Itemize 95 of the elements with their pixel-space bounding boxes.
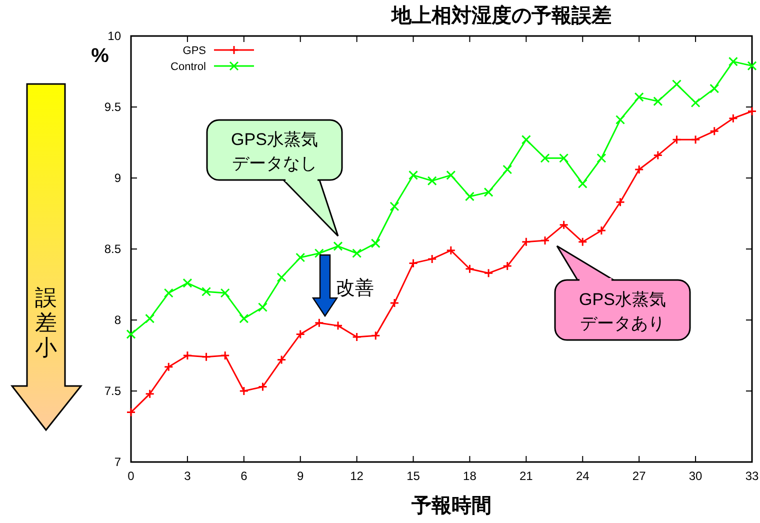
point bbox=[747, 61, 757, 71]
point bbox=[239, 314, 249, 324]
point bbox=[239, 386, 249, 396]
point bbox=[616, 115, 626, 125]
annotation: GPS水蒸気データなし bbox=[231, 130, 318, 173]
point bbox=[220, 350, 230, 360]
point bbox=[126, 329, 136, 339]
point bbox=[634, 164, 644, 174]
point bbox=[653, 150, 663, 160]
y-tick-label: 8.5 bbox=[104, 242, 122, 256]
x-tick-label: 24 bbox=[576, 469, 590, 483]
x-tick-label: 27 bbox=[632, 469, 646, 483]
point bbox=[427, 176, 437, 186]
point bbox=[690, 98, 700, 108]
point bbox=[427, 254, 437, 264]
x-axis-title: 予報時間 bbox=[410, 495, 492, 517]
annotation: GPS水蒸気データあり bbox=[579, 290, 666, 333]
point bbox=[370, 330, 380, 340]
point bbox=[296, 329, 306, 339]
point bbox=[747, 106, 757, 116]
point bbox=[464, 264, 474, 274]
legend-label: Control bbox=[170, 61, 206, 73]
point bbox=[164, 288, 174, 298]
point bbox=[502, 164, 512, 174]
point bbox=[370, 238, 380, 248]
point bbox=[352, 248, 362, 258]
point bbox=[202, 286, 212, 296]
point bbox=[390, 298, 400, 308]
point bbox=[616, 197, 626, 207]
point bbox=[672, 80, 682, 90]
x-tick-label: 33 bbox=[745, 469, 759, 483]
point bbox=[220, 288, 230, 298]
y-axis-title: % bbox=[91, 45, 110, 67]
point bbox=[276, 355, 286, 365]
point bbox=[578, 178, 588, 188]
point bbox=[408, 170, 418, 180]
point bbox=[258, 382, 268, 392]
point bbox=[446, 246, 456, 256]
point bbox=[710, 84, 720, 94]
y-tick-label: 7 bbox=[114, 455, 122, 469]
point bbox=[182, 350, 192, 360]
point bbox=[145, 389, 155, 399]
point bbox=[126, 408, 136, 418]
point bbox=[728, 56, 738, 66]
point bbox=[540, 236, 550, 246]
y-tick-label: 9 bbox=[114, 171, 122, 185]
x-tick-label: 3 bbox=[184, 469, 192, 483]
point bbox=[559, 220, 569, 230]
point bbox=[276, 272, 286, 282]
point bbox=[484, 187, 494, 197]
x-tick-label: 18 bbox=[463, 469, 477, 483]
y-tick-label: 8 bbox=[114, 313, 122, 327]
point bbox=[596, 153, 606, 163]
point bbox=[540, 153, 550, 163]
x-tick-label: 30 bbox=[688, 469, 703, 483]
y-tick-label: 7.5 bbox=[104, 384, 122, 398]
point bbox=[484, 268, 494, 278]
legend-label: GPS bbox=[182, 45, 206, 57]
point bbox=[464, 192, 474, 202]
y-tick-label: 9.5 bbox=[104, 100, 122, 114]
point bbox=[502, 261, 512, 271]
point bbox=[728, 114, 738, 124]
point bbox=[634, 92, 644, 102]
x-tick-label: 6 bbox=[240, 469, 248, 483]
x-tick-label: 0 bbox=[128, 469, 135, 483]
point bbox=[446, 170, 456, 180]
point bbox=[578, 237, 588, 247]
x-tick-label: 12 bbox=[350, 469, 364, 483]
x-tick-label: 15 bbox=[406, 469, 420, 483]
text: 誤差小 bbox=[35, 285, 57, 360]
point bbox=[333, 320, 343, 330]
point bbox=[164, 362, 174, 372]
point bbox=[202, 352, 212, 362]
point bbox=[521, 237, 531, 247]
y-tick-label: 10 bbox=[108, 29, 122, 43]
annotation: 改善 bbox=[336, 277, 374, 299]
point bbox=[408, 258, 418, 268]
point bbox=[258, 302, 268, 312]
x-tick-label: 21 bbox=[520, 469, 534, 483]
chart-title: 地上相対湿度の予報誤差 bbox=[390, 4, 612, 27]
point bbox=[672, 134, 682, 144]
point bbox=[296, 252, 306, 262]
point bbox=[559, 153, 569, 163]
point bbox=[690, 134, 700, 144]
point bbox=[352, 332, 362, 342]
point bbox=[145, 314, 155, 324]
x-tick-label: 9 bbox=[297, 469, 304, 483]
point bbox=[521, 134, 531, 144]
point bbox=[333, 241, 343, 251]
point bbox=[710, 126, 720, 136]
point bbox=[182, 278, 192, 288]
point bbox=[314, 318, 324, 328]
point bbox=[596, 226, 606, 236]
point bbox=[653, 96, 663, 106]
point bbox=[390, 202, 400, 212]
